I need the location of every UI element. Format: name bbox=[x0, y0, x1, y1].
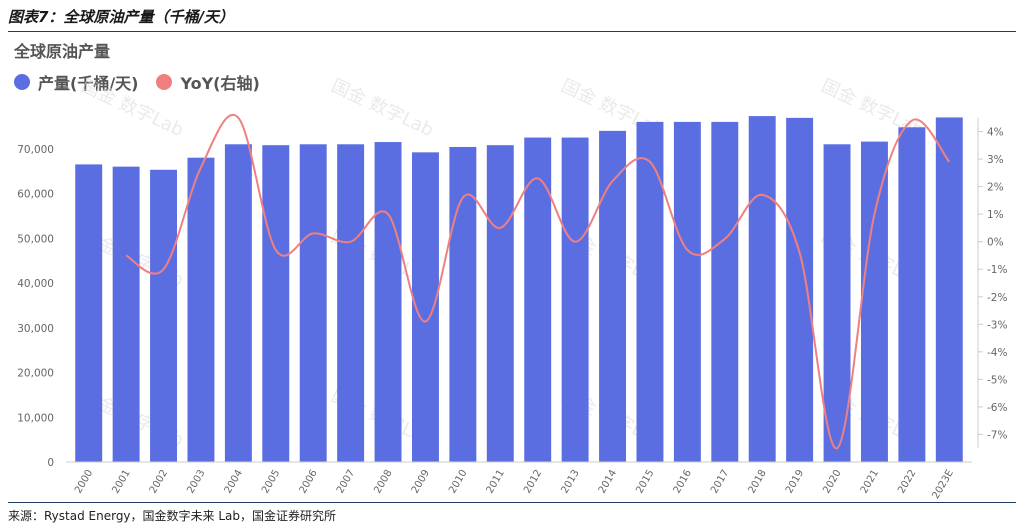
x-tick-label: 2011 bbox=[485, 468, 507, 496]
right-tick-label: 3% bbox=[987, 154, 1004, 166]
x-tick-label: 2007 bbox=[335, 468, 357, 496]
right-y-axis: -7% -6% -5% -4% -3% -2% -1% 0% 1% 2% 3% 4% bbox=[977, 117, 1007, 449]
x-tick-label: 2021 bbox=[859, 468, 881, 496]
x-tick-label: 2002 bbox=[148, 468, 170, 496]
bar-2003 bbox=[187, 157, 215, 462]
legend-swatch-production bbox=[14, 74, 30, 90]
left-tick-label: 30,000 bbox=[17, 323, 54, 335]
source-note: 来源：Rystad Energy，国金数字未来 Lab，国金证券研究所 bbox=[8, 509, 337, 523]
legend-item-yoy[interactable]: YoY(右轴) bbox=[156, 70, 260, 94]
bar-2014 bbox=[599, 130, 627, 462]
top-divider bbox=[8, 31, 1016, 32]
bottom-divider bbox=[8, 502, 1016, 503]
x-tick-label: 2019 bbox=[784, 468, 806, 496]
watermark-text: 国金 数字Lab bbox=[78, 75, 187, 141]
x-tick-label: 2017 bbox=[709, 468, 731, 496]
right-tick-label: -4% bbox=[987, 347, 1007, 359]
bar-2019 bbox=[786, 117, 814, 462]
left-tick-label: 20,000 bbox=[17, 368, 54, 380]
bar-2022 bbox=[898, 127, 926, 463]
right-tick-label: -1% bbox=[987, 264, 1007, 276]
x-axis: 2000 2001 2002 2003 2004 2005 2006 2007 2008 2009… bbox=[66, 461, 972, 501]
left-tick-label: 60,000 bbox=[17, 189, 54, 201]
bar-2017 bbox=[711, 121, 739, 463]
figure-title: 图表7：全球原油产量（千桶/天） bbox=[8, 8, 234, 26]
legend-item-production[interactable]: 产量(千桶/天) bbox=[14, 70, 138, 94]
right-tick-label: -2% bbox=[987, 292, 1007, 304]
right-tick-label: -3% bbox=[987, 319, 1007, 331]
x-tick-label: 2010 bbox=[447, 468, 469, 496]
bar-2000 bbox=[75, 164, 103, 462]
bar-2011 bbox=[486, 145, 514, 463]
bar-2020 bbox=[823, 144, 851, 462]
left-y-axis: 0 10,000 20,000 30,000 40,000 50,000 60,000 70,… bbox=[17, 144, 54, 469]
bar-series bbox=[75, 116, 963, 463]
x-tick-label: 2020 bbox=[821, 468, 843, 496]
chart-title: 全球原油产量 bbox=[14, 42, 111, 61]
x-tick-label: 2004 bbox=[223, 468, 245, 496]
x-tick-label: 2018 bbox=[747, 468, 769, 496]
bar-2001 bbox=[112, 166, 140, 462]
chart-legend: 产量(千桶/天) YoY(右轴) bbox=[14, 70, 278, 94]
bar-2013 bbox=[561, 137, 589, 462]
legend-swatch-yoy bbox=[156, 74, 173, 90]
x-tick-label: 2000 bbox=[73, 468, 95, 496]
bar-2008 bbox=[374, 142, 402, 462]
right-tick-label: -7% bbox=[987, 429, 1007, 441]
right-tick-label: -5% bbox=[987, 374, 1007, 386]
x-tick-label: 2015 bbox=[634, 468, 656, 496]
bar-2007 bbox=[337, 144, 365, 462]
x-tick-label: 2013 bbox=[559, 468, 581, 496]
x-tick-label: 2022 bbox=[896, 468, 918, 496]
x-tick-label: 2014 bbox=[597, 468, 619, 496]
x-tick-label: 2008 bbox=[372, 468, 394, 496]
right-tick-label: 1% bbox=[987, 209, 1004, 221]
bar-2002 bbox=[150, 169, 178, 462]
yoy-line-series bbox=[125, 114, 951, 450]
legend-label-production: 产量(千桶/天) bbox=[38, 74, 139, 93]
right-tick-label: -6% bbox=[987, 402, 1007, 414]
legend-label-yoy: YoY(右轴) bbox=[180, 74, 260, 93]
right-tick-label: 4% bbox=[987, 127, 1004, 139]
x-tick-label: 2001 bbox=[110, 468, 132, 496]
right-tick-label: 0% bbox=[987, 237, 1004, 249]
watermark-text: 国金 数字Lab bbox=[328, 75, 437, 141]
bar-2006 bbox=[299, 144, 327, 462]
left-tick-label: 0 bbox=[47, 457, 54, 469]
x-tick-label: 2009 bbox=[410, 468, 432, 496]
bar-2005 bbox=[262, 145, 290, 463]
bar-2004 bbox=[224, 144, 252, 462]
bar-2015 bbox=[636, 121, 664, 463]
left-tick-label: 70,000 bbox=[17, 144, 54, 156]
bar-2021 bbox=[860, 141, 888, 462]
x-tick-label: 2012 bbox=[522, 468, 544, 496]
left-tick-label: 40,000 bbox=[17, 278, 54, 290]
left-tick-label: 50,000 bbox=[17, 233, 54, 245]
bar-2016 bbox=[673, 121, 701, 463]
bar-2023E bbox=[935, 117, 963, 463]
x-tick-label: 2003 bbox=[185, 468, 207, 496]
x-tick-label: 2006 bbox=[298, 468, 320, 496]
bar-2018 bbox=[748, 116, 776, 463]
x-tick-label: 2016 bbox=[672, 468, 694, 496]
left-tick-label: 10,000 bbox=[17, 412, 54, 424]
right-tick-label: 2% bbox=[987, 182, 1004, 194]
bar-2012 bbox=[524, 137, 552, 462]
x-tick-label: 2023E bbox=[930, 468, 955, 501]
x-tick-label: 2005 bbox=[260, 468, 282, 496]
yoy-line bbox=[125, 114, 951, 450]
bar-2010 bbox=[449, 146, 477, 462]
